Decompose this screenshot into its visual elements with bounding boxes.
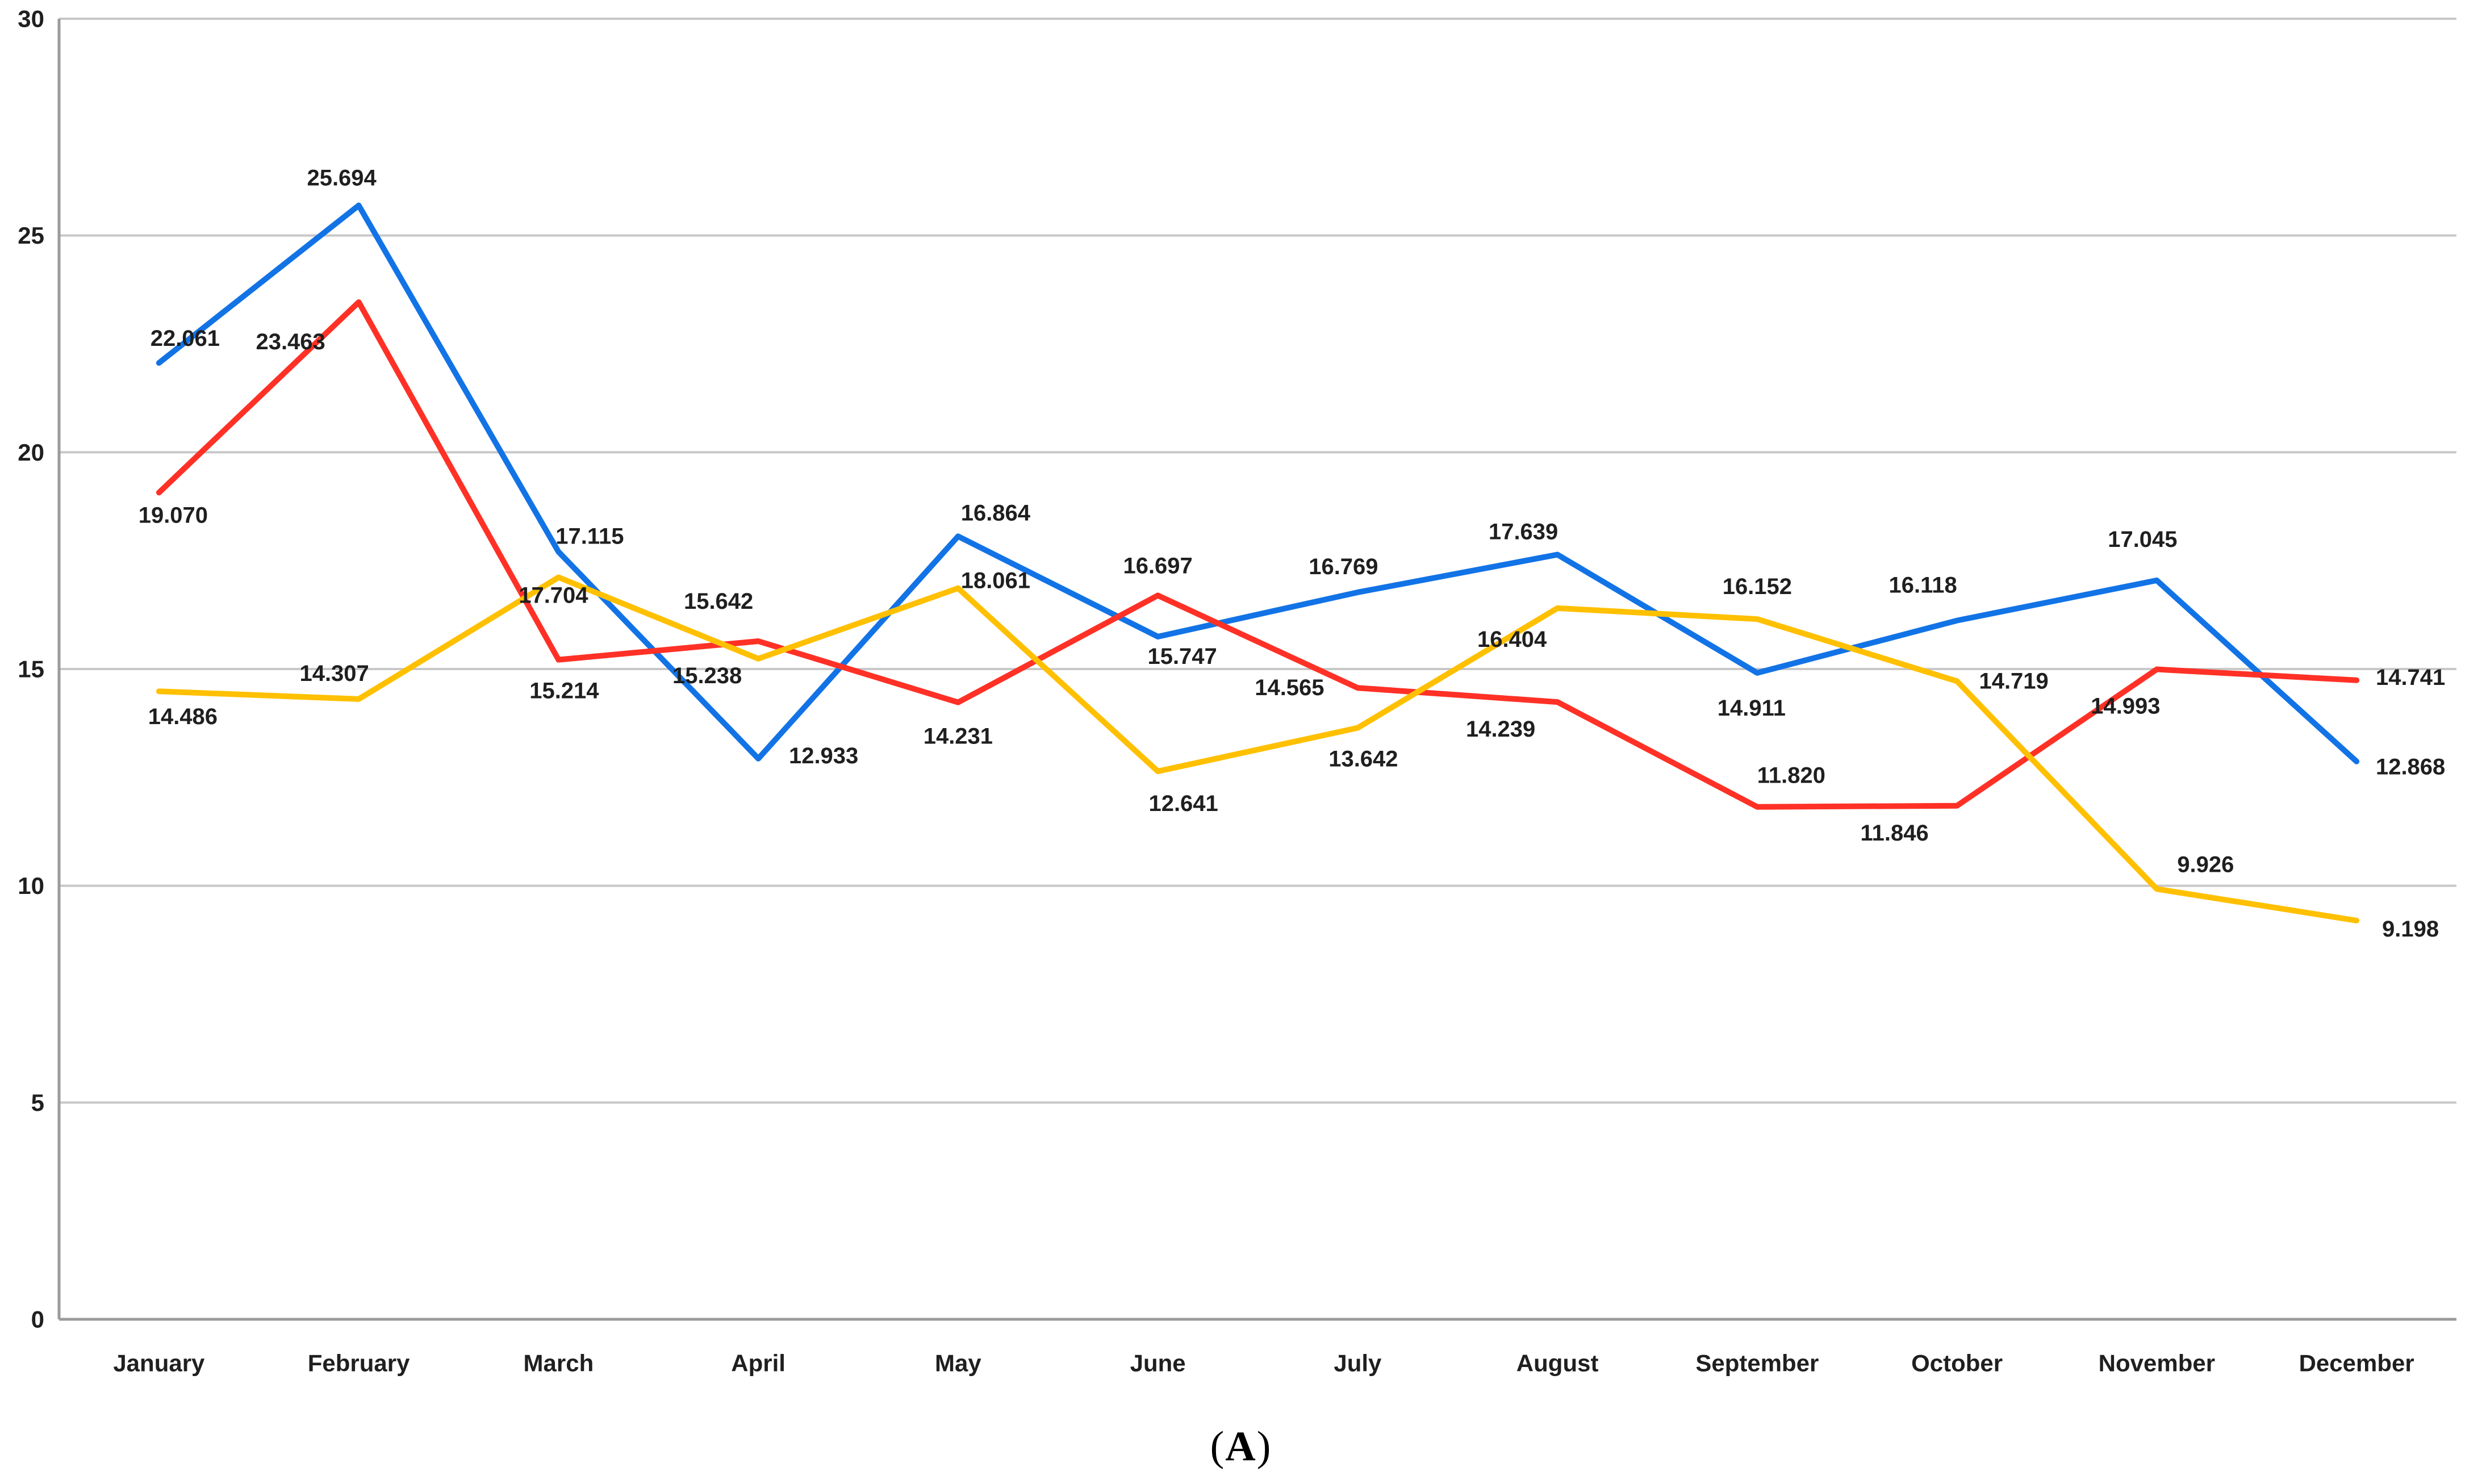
- y-axis-tick-label: 15: [18, 656, 44, 683]
- series-line-blue-series: [156, 202, 2360, 764]
- data-label-red-series: 15.642: [684, 589, 753, 614]
- x-axis-month-label: November: [2099, 1350, 2215, 1377]
- x-axis-month-label: August: [1516, 1350, 1599, 1377]
- data-label-red-series: 14.741: [2376, 665, 2445, 690]
- data-label-yellow-series: 16.864: [961, 501, 1031, 526]
- x-axis-month-label: September: [1695, 1350, 1819, 1377]
- caption-paren-open: (: [1210, 1423, 1226, 1470]
- data-label-red-series: 16.697: [1123, 553, 1192, 578]
- data-label-blue-series: 16.118: [1889, 573, 1957, 598]
- data-label-yellow-series: 16.404: [1477, 627, 1547, 652]
- y-axis-tick-label: 10: [18, 872, 44, 899]
- data-label-blue-series: 14.911: [1718, 696, 1786, 721]
- x-axis-month-label: June: [1130, 1350, 1186, 1377]
- data-label-red-series: 14.231: [924, 724, 993, 749]
- data-label-blue-series: 17.045: [2108, 527, 2177, 552]
- data-label-red-series: 11.846: [1861, 821, 1929, 846]
- y-axis-tick-label: 20: [18, 439, 44, 466]
- data-label-red-series: 19.070: [139, 503, 208, 528]
- data-label-blue-series: 12.868: [2376, 755, 2445, 780]
- data-label-blue-series: 22.061: [151, 326, 220, 351]
- data-label-yellow-series: 9.198: [2382, 917, 2439, 942]
- x-axis-month-label: July: [1334, 1350, 1382, 1377]
- data-label-blue-series: 16.769: [1309, 554, 1378, 579]
- data-label-red-series: 14.993: [2091, 694, 2160, 719]
- data-label-yellow-series: 14.307: [299, 661, 369, 686]
- x-axis-month-label: December: [2299, 1350, 2414, 1377]
- x-axis-month-label: October: [1911, 1350, 2003, 1377]
- series-line-yellow-series: [156, 574, 2360, 923]
- y-axis-tick-label: 30: [18, 6, 44, 32]
- data-label-red-series: 14.239: [1466, 717, 1535, 742]
- data-label-blue-series: 15.747: [1147, 644, 1217, 669]
- y-axis-tick-label: 0: [31, 1306, 44, 1333]
- series-line-red-series: [156, 299, 2360, 810]
- data-label-red-series: 15.214: [529, 679, 599, 704]
- x-axis-month-label: January: [113, 1350, 205, 1377]
- data-label-yellow-series: 14.486: [148, 704, 218, 729]
- data-label-yellow-series: 14.719: [1979, 668, 2048, 693]
- data-label-blue-series: 25.694: [307, 166, 377, 191]
- data-label-blue-series: 12.933: [789, 743, 858, 768]
- data-label-yellow-series: 15.238: [672, 663, 742, 688]
- data-label-red-series: 14.565: [1255, 675, 1324, 700]
- data-label-yellow-series: 13.642: [1328, 747, 1398, 772]
- data-label-red-series: 23.463: [256, 329, 325, 354]
- figure-caption: (A): [0, 1423, 2482, 1471]
- caption-paren-close: ): [1256, 1423, 1272, 1470]
- data-label-blue-series: 18.061: [961, 568, 1030, 593]
- data-label-yellow-series: 17.115: [555, 524, 624, 549]
- caption-letter: A: [1225, 1423, 1257, 1470]
- data-label-blue-series: 17.704: [519, 583, 588, 608]
- data-label-yellow-series: 12.641: [1148, 791, 1218, 816]
- x-axis-month-label: May: [935, 1350, 981, 1377]
- data-label-red-series: 11.820: [1757, 763, 1825, 788]
- data-label-yellow-series: 16.152: [1723, 574, 1792, 599]
- data-label-yellow-series: 9.926: [2177, 852, 2234, 877]
- y-axis-tick-label: 25: [18, 222, 44, 249]
- x-axis-month-label: March: [524, 1350, 594, 1377]
- x-axis-month-label: April: [731, 1350, 785, 1377]
- data-label-blue-series: 17.639: [1489, 520, 1558, 545]
- x-axis-month-label: February: [308, 1350, 410, 1377]
- y-axis-tick-label: 5: [31, 1089, 44, 1116]
